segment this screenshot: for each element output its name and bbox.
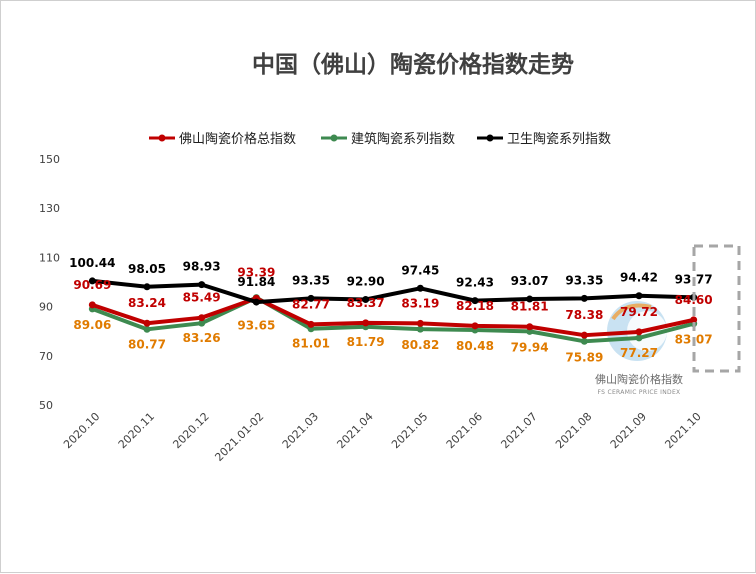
y-tick-label: 90: [39, 301, 53, 314]
x-tick-label: 2021.05: [389, 410, 430, 451]
y-axis: 50 70 90 110 130 150: [39, 153, 60, 412]
data-label-series-2: 75.89: [565, 350, 603, 364]
data-label-series-2: 80.77: [128, 337, 166, 351]
x-axis: 2020.10 2020.11 2020.12 2021.01-02 2021.03 20…: [61, 410, 704, 464]
series-1-point: [635, 328, 643, 336]
series-2-point: [580, 337, 588, 345]
series-2-point: [143, 325, 151, 333]
series-3-point: [307, 294, 315, 302]
data-label-series-1: 82.18: [456, 299, 494, 313]
data-label-series-2: 79.94: [511, 340, 549, 354]
series-line-1: [91, 296, 695, 338]
y-tick-label: 110: [39, 251, 60, 264]
series-3-point: [198, 281, 206, 289]
x-tick-label: 2021.07: [498, 410, 539, 451]
data-label-series-2: 83.26: [183, 331, 221, 345]
data-label-series-3: 92.90: [347, 274, 385, 288]
data-label-series-2: 80.82: [401, 338, 439, 352]
y-tick-label: 150: [39, 153, 60, 166]
data-label-series-3: 97.45: [401, 263, 439, 277]
data-label-series-1: 82.77: [292, 297, 330, 311]
x-tick-label: 2020.12: [170, 410, 211, 451]
data-label-series-3: 93.07: [511, 274, 549, 288]
series-3-point: [416, 284, 424, 292]
data-label-series-3: 93.35: [565, 273, 603, 287]
series-1-point: [416, 319, 424, 327]
y-tick-label: 70: [39, 350, 53, 363]
data-label-series-1: 83.24: [128, 296, 166, 310]
data-label-series-3: 100.44: [69, 256, 115, 270]
series-3-point: [143, 283, 151, 291]
x-tick-label: 2021.03: [280, 410, 321, 451]
series-3-point: [252, 298, 260, 306]
series-1-point: [526, 323, 534, 331]
data-label-series-2: 80.48: [456, 339, 494, 353]
x-tick-label: 2021.06: [444, 410, 485, 451]
legend-entry-1: 佛山陶瓷价格总指数: [179, 131, 296, 147]
series-1-point: [143, 319, 151, 327]
series-2-point: [416, 325, 424, 333]
x-tick-label: 2020.10: [61, 410, 102, 451]
series-3-point: [635, 292, 643, 300]
x-tick-label: 2021.08: [553, 410, 594, 451]
data-label-series-3: 94.42: [620, 271, 658, 285]
y-tick-label: 50: [39, 399, 53, 412]
x-tick-label: 2021.04: [334, 410, 375, 451]
data-label-series-3: 98.05: [128, 262, 166, 276]
data-label-series-1: 83.37: [347, 296, 385, 310]
data-label-series-3: 91.84: [237, 275, 275, 289]
series-line-2: [91, 295, 695, 344]
chart-title: 中国（佛山）陶瓷价格指数走势: [252, 51, 574, 78]
series-1-point: [307, 320, 315, 328]
x-tick-label: 2021.09: [608, 410, 649, 451]
series-line-3: [92, 278, 694, 305]
legend-entry-3: 卫生陶瓷系列指数: [507, 131, 611, 147]
legend-marker-1: [158, 134, 166, 142]
series-lines: [88, 277, 698, 345]
data-label-series-2: 77.27: [620, 346, 658, 360]
data-label-series-1: 78.38: [565, 308, 603, 322]
series-2-point: [198, 319, 206, 327]
data-label-series-2: 81.01: [292, 337, 330, 351]
data-label-series-1: 79.72: [620, 305, 658, 319]
series-1-point: [88, 301, 96, 309]
legend-marker-3: [486, 134, 494, 142]
data-label-series-1: 83.19: [401, 296, 439, 310]
data-label-series-3: 98.93: [183, 260, 221, 274]
data-label-series-1: 85.49: [183, 291, 221, 305]
data-label-series-3: 92.43: [456, 276, 494, 290]
data-label-series-1: 93.39: [237, 265, 275, 279]
data-labels: 90.69 83.24 85.49 93.39 82.77 83.37 83.19 82.18…: [69, 256, 712, 364]
series-3-point: [471, 297, 479, 305]
data-label-series-1: 81.81: [511, 300, 549, 314]
series-3-point: [88, 277, 96, 285]
watermark-subtitle: FS CERAMIC PRICE INDEX: [598, 389, 681, 396]
series-1-point: [471, 322, 479, 330]
series-1-point: [580, 331, 588, 339]
legend-entry-2: 建筑陶瓷系列指数: [351, 131, 455, 147]
series-3-point: [526, 295, 534, 303]
highlight-box: [692, 244, 741, 373]
x-tick-label: 2020.11: [116, 410, 157, 451]
series-2-point: [635, 334, 643, 342]
y-tick-label: 130: [39, 202, 60, 215]
watermark-title: 佛山陶瓷价格指数: [595, 372, 683, 386]
series-1-point: [690, 316, 698, 324]
data-label-series-3: 93.35: [292, 273, 330, 287]
series-3-point: [580, 294, 588, 302]
x-tick-label: 2021.01-02: [212, 410, 266, 464]
series-1-point: [198, 314, 206, 322]
data-label-series-2: 93.65: [237, 319, 275, 333]
data-label-series-2: 81.79: [347, 335, 385, 349]
series-1-point: [362, 319, 370, 327]
legend-marker-2: [330, 134, 338, 142]
watermark-swoosh-icon: [611, 303, 652, 321]
legend: 佛山陶瓷价格总指数 建筑陶瓷系列指数 卫生陶瓷系列指数: [149, 131, 611, 147]
series-3-point: [362, 295, 370, 303]
data-label-series-1: 90.69: [73, 278, 111, 292]
x-tick-label: 2021.10: [662, 410, 703, 451]
data-label-series-2: 89.06: [73, 318, 111, 332]
